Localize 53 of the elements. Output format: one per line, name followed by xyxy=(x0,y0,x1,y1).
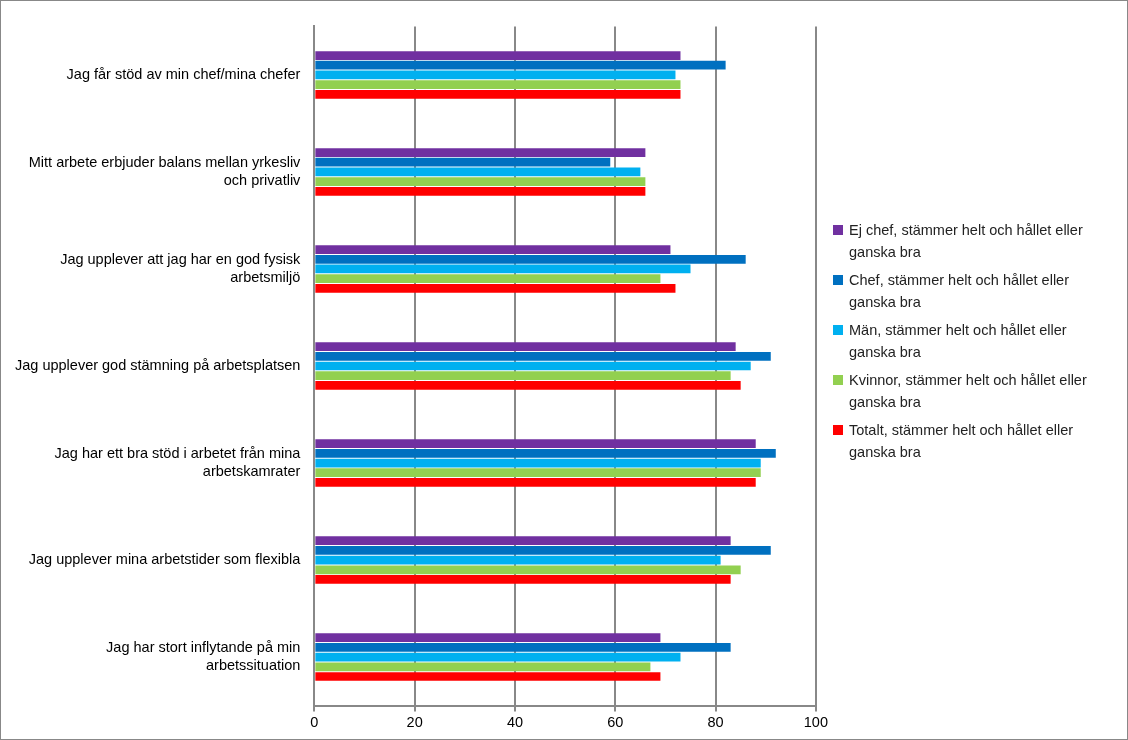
bar xyxy=(315,80,681,89)
bar xyxy=(315,264,691,274)
bar xyxy=(315,89,681,99)
y-tick-label: Jag har stort inflytande på min arbetssituation xyxy=(106,639,301,673)
x-tick-label: 80 xyxy=(707,714,724,731)
bar xyxy=(315,478,756,487)
bar xyxy=(315,371,731,381)
bar xyxy=(315,254,746,264)
bar xyxy=(315,351,771,361)
bar xyxy=(315,284,676,293)
bar xyxy=(315,177,646,187)
bar xyxy=(315,167,641,177)
bar xyxy=(315,662,651,672)
bar xyxy=(315,274,661,284)
bar xyxy=(315,342,736,351)
bar xyxy=(315,381,741,390)
bar xyxy=(315,60,726,70)
bar xyxy=(315,439,756,448)
x-tick-label: 40 xyxy=(506,714,524,731)
bar xyxy=(315,157,611,167)
bar xyxy=(315,51,681,60)
bar xyxy=(315,672,661,681)
bar xyxy=(315,643,731,652)
bar xyxy=(315,633,661,643)
bar xyxy=(315,575,731,584)
bar xyxy=(315,148,646,157)
bar xyxy=(315,536,731,546)
y-tick-label: Jag upplever god stämning på arbetsplatsen xyxy=(15,357,301,373)
y-tick-label: Jag får stöd av min chef/mina chefer xyxy=(66,65,301,82)
legend-label: Ej chef, stämmer helt och hållet eller ganska bra xyxy=(849,221,1084,262)
bar xyxy=(315,245,671,254)
bar xyxy=(315,555,721,565)
legend-label: Totalt, stämmer helt och hållet eller ganska bra xyxy=(849,421,1075,462)
legend-label: Chef, stämmer helt och hållet eller ganska bra xyxy=(849,271,1070,312)
bar xyxy=(315,70,676,80)
x-tick-label: 0 xyxy=(310,714,319,731)
x-tick-label: 60 xyxy=(607,714,624,731)
bar xyxy=(315,545,771,555)
bar xyxy=(315,565,741,575)
bar xyxy=(315,468,761,478)
bar xyxy=(315,186,646,196)
legend-label: Kvinnor, stämmer helt och hållet eller ganska bra xyxy=(849,371,1088,412)
bar xyxy=(315,652,681,662)
x-tick-label: 20 xyxy=(406,714,423,731)
bar xyxy=(315,458,761,468)
y-tick-label: Mitt arbete erbjuder balans mellan yrkesliv och privatliv xyxy=(28,154,302,188)
y-tick-label: Jag upplever att jag har en god fysisk arbetsmiljö xyxy=(60,251,302,285)
y-tick-label: Jag har ett bra stöd i arbetet från mina arbetskamrater xyxy=(54,445,302,479)
bar xyxy=(315,361,751,371)
bar xyxy=(315,448,776,458)
y-tick-label: Jag upplever mina arbetstider som flexibla xyxy=(28,551,302,568)
legend-label: Män, stämmer helt och hållet eller ganska bra xyxy=(849,321,1068,362)
x-tick-label: 100 xyxy=(803,714,829,731)
